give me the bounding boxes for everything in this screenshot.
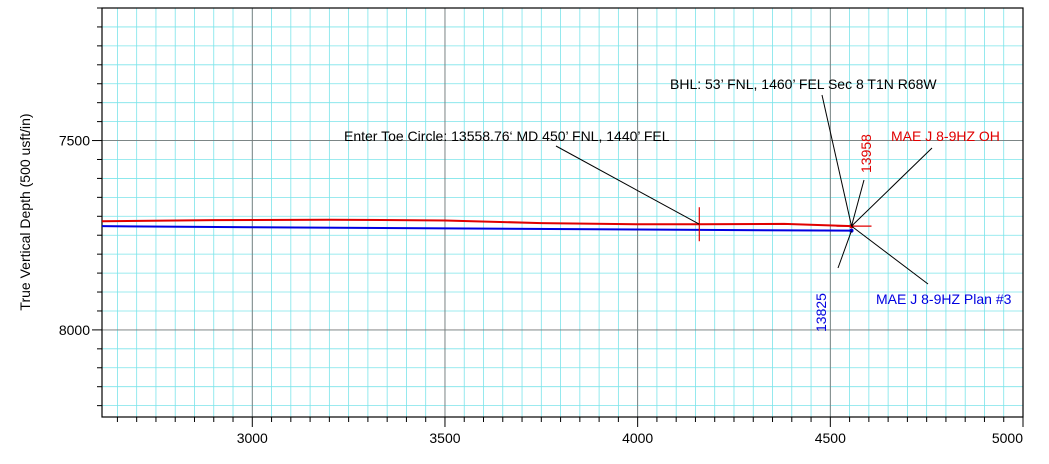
plan-well-label: MAE J 8-9HZ Plan #3: [876, 291, 1012, 307]
annotation-leader-line: [555, 145, 700, 225]
annotation-leader-lines: [555, 94, 933, 285]
y-tick-label: 8000: [59, 322, 90, 338]
actual-md-label: 13958: [858, 134, 874, 173]
plan-md-label: 13825: [813, 293, 829, 332]
plot-border: [101, 7, 1024, 418]
actual-well-path: [101, 218, 852, 228]
toe-circle-annotation: Enter Toe Circle: 13558.76‘ MD 450’ FNL,…: [344, 128, 670, 144]
annotation-leader-line: [837, 230, 852, 269]
annotation-leader-line: [851, 179, 865, 227]
major-grid: [102, 8, 1023, 417]
y-tick-label: 7500: [59, 133, 90, 149]
x-tick-label: 3000: [237, 430, 268, 446]
annotation-leader-line: [821, 94, 853, 227]
minor-grid: [102, 7, 1024, 417]
axis-ticks: 3000 3500 4000 4500 5000 7500 8000: [59, 7, 1024, 446]
bhl-annotation: BHL: 53’ FNL, 1460’ FEL Sec 8 T1N R68W: [670, 76, 937, 92]
annotation-leader-line: [851, 147, 933, 227]
x-tick-label: 5000: [992, 430, 1023, 446]
plan-well-path: [101, 225, 852, 232]
x-tick-label: 3500: [429, 430, 460, 446]
x-tick-label: 4000: [622, 430, 653, 446]
x-tick-label: 4500: [815, 430, 846, 446]
annotation-leader-line: [851, 225, 929, 285]
actual-well-label: MAE J 8-9HZ OH: [891, 128, 1000, 144]
y-axis-title: True Vertical Depth (500 usft/in): [17, 113, 33, 310]
